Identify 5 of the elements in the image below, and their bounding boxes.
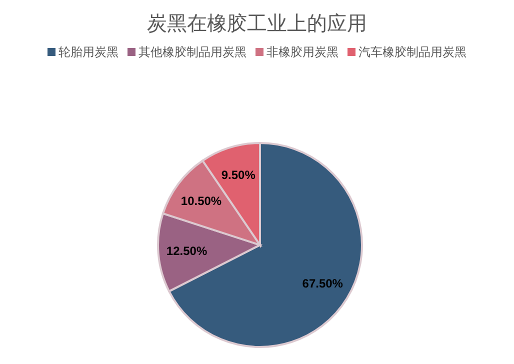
title: 炭黑在橡胶工业上的应用 (147, 13, 367, 35)
legend-label: 其他橡胶制品用炭黑 (138, 45, 246, 59)
legend-label: 轮胎用炭黑 (58, 45, 118, 59)
legend-label: 非橡胶用炭黑 (266, 45, 338, 59)
legend-label: 汽车橡胶制品用炭黑 (358, 45, 466, 59)
